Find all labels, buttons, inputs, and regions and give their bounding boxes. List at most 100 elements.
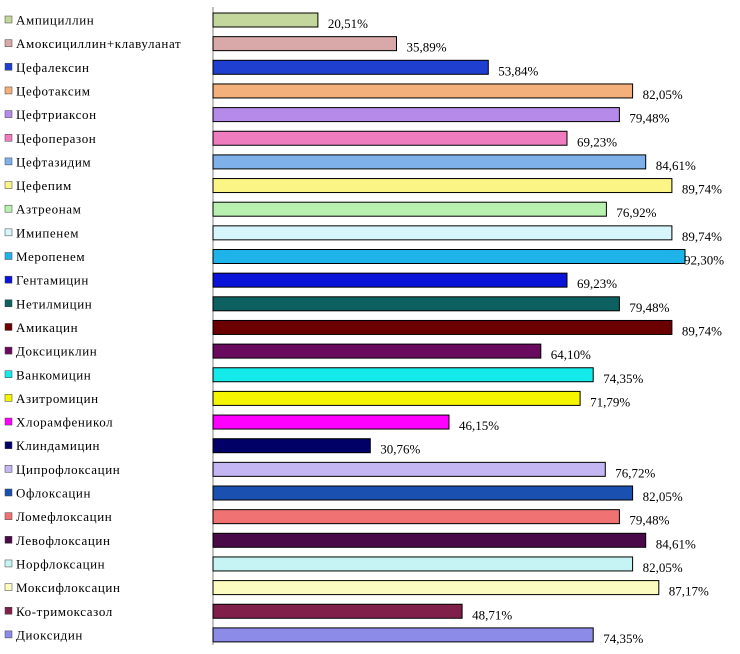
- legend-swatch: [4, 134, 13, 142]
- value-label: 46,15%: [459, 418, 499, 433]
- legend-swatch: [4, 204, 13, 213]
- legend-swatch: [4, 275, 13, 284]
- bar: [212, 249, 686, 264]
- value-label: 69,23%: [577, 134, 617, 149]
- legend-swatch: [4, 488, 13, 497]
- bar: [212, 59, 489, 75]
- category-label: Диоксидин: [16, 627, 83, 642]
- legend-swatch: [4, 346, 13, 355]
- category-label: Левофлоксацин: [16, 533, 111, 548]
- bar: [212, 603, 463, 619]
- category-label: Азитромицин: [16, 391, 99, 406]
- bar: [212, 12, 319, 28]
- category-label: Ломефлоксацин: [16, 509, 112, 524]
- value-label: 30,76%: [380, 442, 420, 457]
- legend-swatch: [4, 110, 13, 118]
- category-label: Ко-тримоксазол: [16, 604, 113, 619]
- value-label: 89,74%: [682, 182, 722, 197]
- bar: [212, 532, 647, 548]
- legend-swatch: [4, 465, 13, 473]
- category-labels: Ампициллин Амоксициллин+клавуланат Цефалек…: [4, 13, 181, 642]
- value-label: 89,74%: [682, 229, 722, 244]
- legend-swatch: [4, 228, 13, 237]
- value-label: 64,10%: [551, 347, 591, 362]
- bar: [212, 319, 673, 335]
- bar: [212, 107, 620, 123]
- value-label: 79,48%: [629, 513, 669, 528]
- legend-swatch: [4, 39, 13, 47]
- value-label: 82,05%: [643, 489, 683, 504]
- legend-swatch: [4, 607, 13, 615]
- value-label: 82,05%: [643, 87, 683, 102]
- category-label: Хлорамфеникол: [16, 415, 113, 430]
- value-label: 84,61%: [656, 536, 696, 551]
- value-labels: 20,51% 35,89% 53,84% 82,05% 79,48% 69,23% 84,6…: [328, 16, 724, 646]
- value-label: 20,51%: [328, 16, 368, 31]
- value-label: 69,23%: [577, 276, 617, 291]
- value-label: 82,05%: [643, 560, 683, 575]
- legend-swatch: [4, 323, 13, 331]
- category-label: Норфлоксацин: [16, 556, 105, 571]
- bar: [212, 272, 568, 288]
- value-label: 74,35%: [603, 631, 643, 646]
- category-label: Цефтазидим: [16, 154, 91, 169]
- category-label: Цефотаксим: [16, 83, 91, 98]
- category-label: Ципрофлоксацин: [16, 462, 120, 477]
- value-label: 48,71%: [472, 607, 512, 622]
- bar: [212, 485, 634, 501]
- value-label: 76,72%: [615, 465, 655, 480]
- value-label: 76,92%: [616, 205, 656, 220]
- category-label: Цефоперазон: [16, 131, 96, 146]
- category-label: Амикацин: [16, 320, 78, 335]
- legend-swatch: [4, 630, 13, 639]
- legend-swatch: [4, 252, 13, 260]
- legend-swatch: [4, 370, 13, 378]
- bar: [212, 178, 673, 194]
- category-label: Ампициллин: [16, 13, 94, 28]
- legend-swatch: [4, 583, 13, 591]
- value-label: 87,17%: [669, 584, 709, 599]
- value-label: 74,35%: [603, 371, 643, 386]
- value-label: 71,79%: [590, 394, 630, 409]
- category-label: Цефалексин: [16, 60, 90, 75]
- bar: [212, 509, 620, 525]
- value-label: 92,30%: [684, 253, 724, 268]
- category-label: Офлоксацин: [16, 486, 91, 501]
- category-label: Имипенем: [16, 225, 79, 240]
- category-label: Цефтриаксон: [16, 107, 97, 122]
- legend-swatch: [4, 86, 13, 95]
- bar: [212, 461, 606, 477]
- value-label: 79,48%: [629, 111, 669, 126]
- legend-swatch: [4, 181, 13, 189]
- legend-swatch: [4, 536, 13, 544]
- category-label: Доксициклин: [16, 344, 97, 359]
- category-label: Моксифлоксацин: [16, 580, 121, 595]
- legend-swatch: [4, 157, 13, 166]
- bar: [212, 414, 450, 430]
- category-label: Нетилмицин: [16, 296, 92, 311]
- bar: [212, 438, 371, 454]
- legend-swatch: [4, 559, 13, 568]
- category-label: Азтреонам: [16, 202, 82, 217]
- bar: [212, 201, 607, 217]
- category-label: Ванкомицин: [16, 367, 91, 382]
- bar: [212, 296, 620, 312]
- legend-swatch: [4, 15, 13, 24]
- category-label: Цефепим: [16, 178, 72, 193]
- bar: [212, 580, 660, 596]
- legend-swatch: [4, 394, 13, 402]
- bars: [212, 12, 686, 643]
- bar: [212, 627, 594, 643]
- legend-swatch: [4, 441, 13, 449]
- legend-swatch: [4, 512, 13, 520]
- bar: [212, 154, 647, 170]
- category-label: Меропенем: [16, 249, 85, 264]
- category-label: Гентамицин: [16, 273, 89, 288]
- bar: [212, 343, 542, 359]
- bar: [212, 36, 397, 52]
- bar: [212, 390, 581, 406]
- category-label: Амоксициллин+клавуланат: [16, 36, 181, 51]
- legend-swatch: [4, 417, 13, 426]
- value-label: 35,89%: [407, 40, 447, 55]
